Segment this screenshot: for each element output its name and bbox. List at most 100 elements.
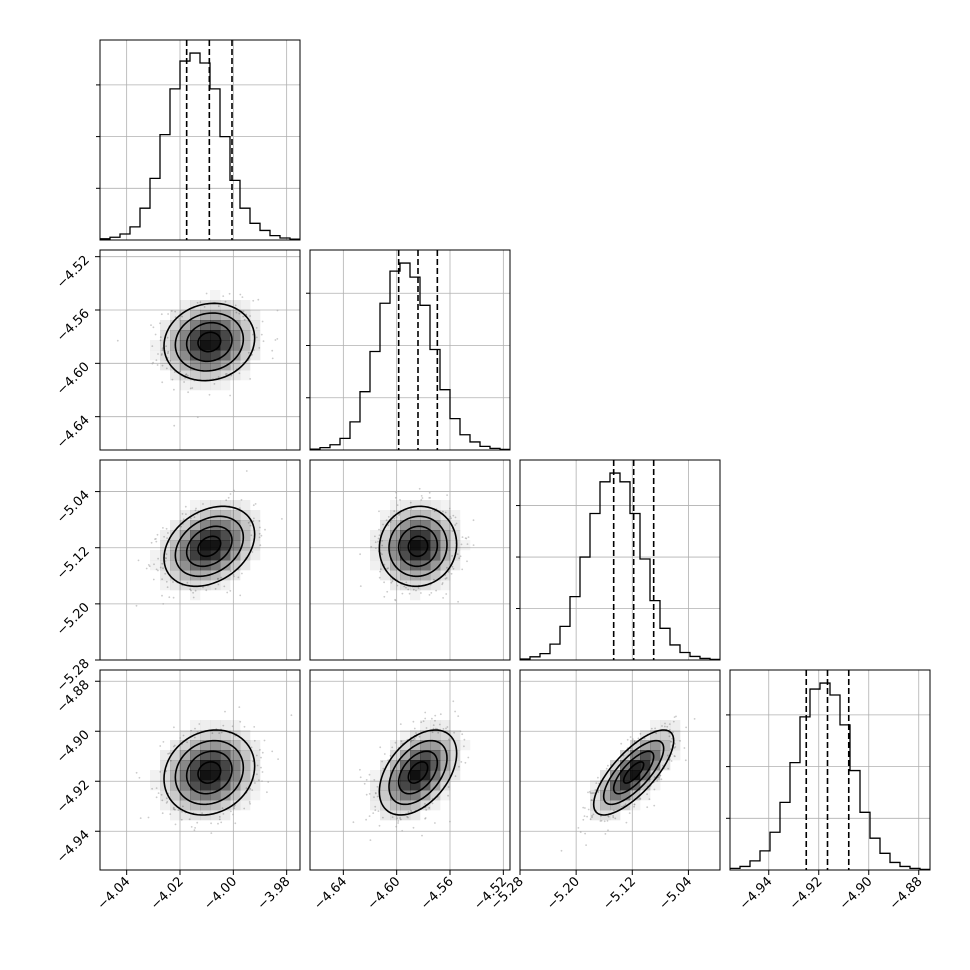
scatter-point <box>653 776 656 778</box>
density-cell <box>630 750 641 761</box>
density-cell <box>190 330 201 341</box>
density-cell <box>430 780 441 791</box>
scatter-point <box>161 381 164 384</box>
scatter-point <box>458 765 460 768</box>
scatter-panel-1-0 <box>99 249 301 451</box>
contour-line <box>407 761 429 784</box>
scatter-point <box>450 572 453 575</box>
density-cell <box>450 560 461 571</box>
scatter-point <box>251 551 254 553</box>
scatter-point <box>381 553 383 556</box>
scatter-point <box>463 738 466 741</box>
scatter-point <box>448 507 451 510</box>
density-cell <box>190 590 201 601</box>
density-cell <box>180 570 191 581</box>
scatter-point <box>381 544 384 547</box>
density-cell <box>600 780 611 791</box>
scatter-point <box>597 791 600 794</box>
scatter-point <box>203 306 206 308</box>
scatter-point <box>259 526 261 529</box>
contour-line <box>174 739 245 806</box>
scatter-point <box>396 504 399 506</box>
density-cell <box>160 800 171 811</box>
density-cell <box>200 760 211 771</box>
scatter-point <box>594 789 597 791</box>
hist-panel-2 <box>516 459 721 661</box>
scatter-point <box>248 801 251 803</box>
contour-line <box>388 515 448 578</box>
density-cell <box>660 750 671 761</box>
scatter-point <box>399 817 401 819</box>
scatter-frame <box>99 459 301 661</box>
density-cell <box>180 760 191 771</box>
scatter-point <box>148 565 151 568</box>
scatter-point <box>271 349 274 352</box>
scatter-point <box>586 815 588 818</box>
scatter-point <box>421 497 424 499</box>
scatter-point <box>394 598 396 601</box>
density-cell <box>200 520 211 531</box>
density-cell <box>240 750 251 761</box>
scatter-point <box>672 731 674 734</box>
scatter-point <box>233 489 235 492</box>
density-cell <box>430 580 441 591</box>
scatter-point <box>225 373 228 375</box>
density-cell <box>400 770 411 781</box>
y-tick-label: −4.92 <box>54 777 93 816</box>
scatter-point <box>454 710 456 713</box>
scatter-point <box>255 336 258 339</box>
scatter-point <box>637 737 640 740</box>
scatter-point <box>382 816 384 819</box>
scatter-point <box>472 519 475 522</box>
density-cell <box>410 500 421 511</box>
x-tick-label: −3.98 <box>255 874 294 913</box>
scatter-point <box>472 544 475 546</box>
x-tick-label: −4.00 <box>201 874 240 913</box>
scatter-point <box>396 584 399 587</box>
density-cell <box>250 340 261 351</box>
scatter-point <box>377 537 380 540</box>
density-cell <box>250 550 261 561</box>
density-cell <box>650 770 661 781</box>
scatter-point <box>171 378 174 381</box>
density-cell <box>210 800 221 811</box>
density-cell <box>610 800 621 811</box>
scatter-point <box>261 771 264 773</box>
scatter-point <box>178 318 181 320</box>
scatter-point <box>648 798 651 800</box>
density-cell <box>440 750 451 761</box>
density-cell <box>210 760 221 771</box>
density-cell <box>410 530 421 541</box>
scatter-point <box>667 767 670 770</box>
density-cell <box>240 780 251 791</box>
scatter-point <box>659 774 661 777</box>
density-cell <box>170 360 181 371</box>
density-cell <box>640 750 651 761</box>
density-cell <box>160 580 171 591</box>
scatter-point <box>444 511 447 514</box>
scatter-point <box>424 803 426 805</box>
density-cell <box>170 320 181 331</box>
density-cell <box>650 750 661 761</box>
scatter-point <box>186 374 189 377</box>
scatter-point <box>382 767 385 770</box>
density-cell <box>170 350 181 361</box>
scatter-point <box>250 534 253 537</box>
scatter-point <box>189 387 192 390</box>
scatter-point <box>155 540 158 543</box>
scatter-point <box>159 336 162 339</box>
density-cell <box>190 510 201 521</box>
density-cell <box>590 780 601 791</box>
scatter-point <box>429 497 432 499</box>
scatter-point <box>405 586 407 589</box>
scatter-point <box>167 313 170 315</box>
density-cell <box>230 780 241 791</box>
density-cell <box>210 740 221 751</box>
density-cell <box>640 740 651 751</box>
density-cell <box>200 550 211 561</box>
density-cell <box>160 750 171 761</box>
scatter-point <box>431 802 434 805</box>
x-tick-label: −4.64 <box>311 874 350 913</box>
density-cell <box>200 370 211 381</box>
scatter-point <box>646 793 648 796</box>
